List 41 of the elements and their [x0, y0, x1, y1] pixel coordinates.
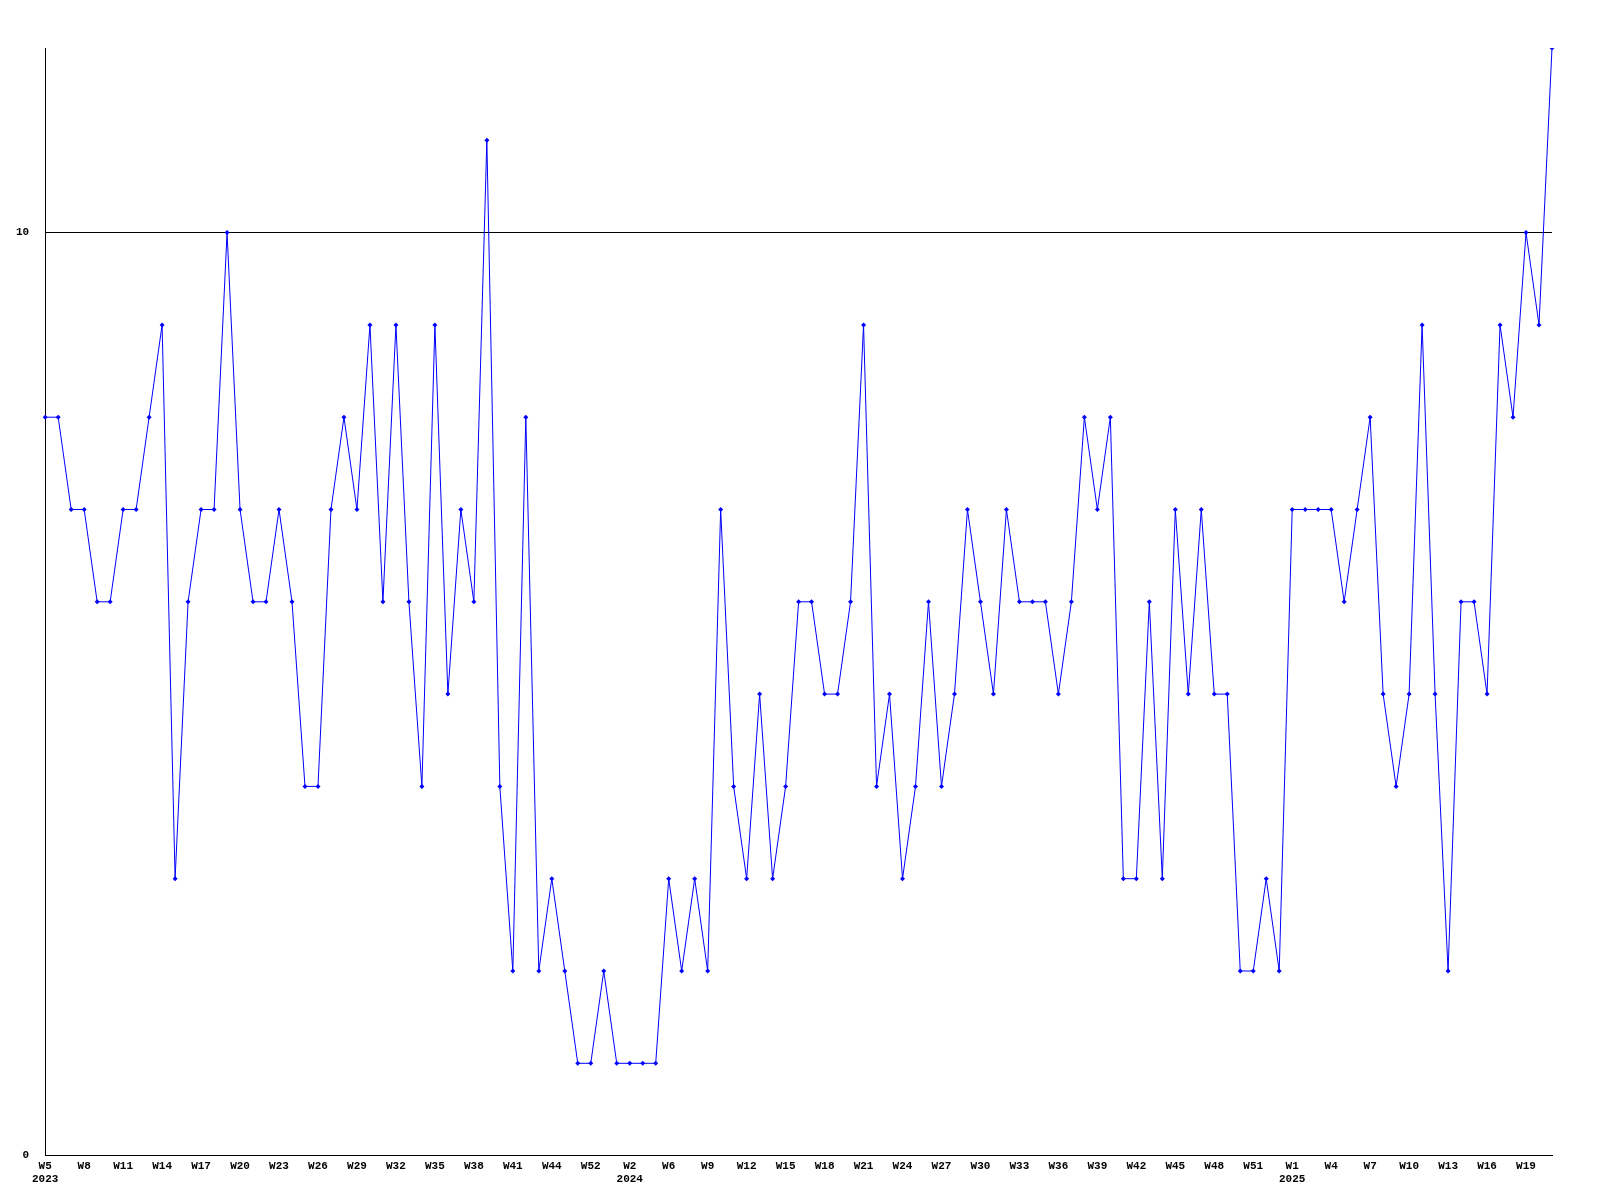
x-tick-label: W8	[77, 1159, 92, 1172]
x-tick-label: W7	[1363, 1159, 1377, 1172]
x-tick-label: W29	[347, 1159, 367, 1172]
x-tick-label: W27	[931, 1159, 952, 1172]
x-tick-label: W26	[308, 1159, 328, 1172]
y-tick-label: 0	[22, 1149, 30, 1162]
x-tick-label: W33	[1009, 1159, 1030, 1172]
x-tick-label: W41	[502, 1159, 524, 1172]
x-tick-label: W39	[1087, 1159, 1108, 1172]
x-tick-label: W2 2024	[616, 1159, 644, 1186]
x-tick-label: W12	[736, 1159, 757, 1172]
x-tick-label: W1 2025	[1279, 1159, 1306, 1186]
x-tick-label: W20	[230, 1159, 250, 1172]
x-tick-label: W14	[152, 1159, 173, 1172]
x-tick-label: W36	[1048, 1159, 1069, 1172]
x-tick-label: W38	[463, 1159, 485, 1172]
y-tick-label: 10	[16, 226, 30, 239]
x-tick-label: W17	[191, 1159, 211, 1172]
x-tick-label: W32	[386, 1159, 406, 1172]
x-tick-label: W16	[1477, 1159, 1497, 1172]
x-tick-label: W5 2023	[32, 1159, 59, 1186]
x-tick-label: W11	[113, 1159, 134, 1172]
x-tick-label: W35	[424, 1159, 446, 1172]
x-tick-label: W10	[1399, 1159, 1420, 1172]
x-tick-label: W15	[775, 1159, 796, 1172]
x-tick-label: W18	[814, 1159, 835, 1172]
x-tick-label: W51	[1243, 1159, 1264, 1172]
x-tick-label: W44	[541, 1159, 563, 1172]
x-tick-label: W30	[970, 1159, 991, 1172]
x-tick-label: W23	[269, 1159, 290, 1172]
x-tick-label: W19	[1516, 1159, 1536, 1172]
x-tick-label: W9	[701, 1159, 715, 1172]
x-tick-label: W42	[1126, 1159, 1147, 1172]
x-tick-label: W4	[1324, 1159, 1339, 1172]
x-tick-label: W13	[1438, 1159, 1459, 1172]
x-tick-label: W48	[1204, 1159, 1225, 1172]
x-tick-label: W52	[580, 1159, 601, 1172]
x-tick-label: W21	[853, 1159, 874, 1172]
x-tick-label: W24	[892, 1159, 913, 1172]
x-tick-label: W6	[662, 1159, 676, 1172]
x-tick-label: W45	[1165, 1159, 1186, 1172]
